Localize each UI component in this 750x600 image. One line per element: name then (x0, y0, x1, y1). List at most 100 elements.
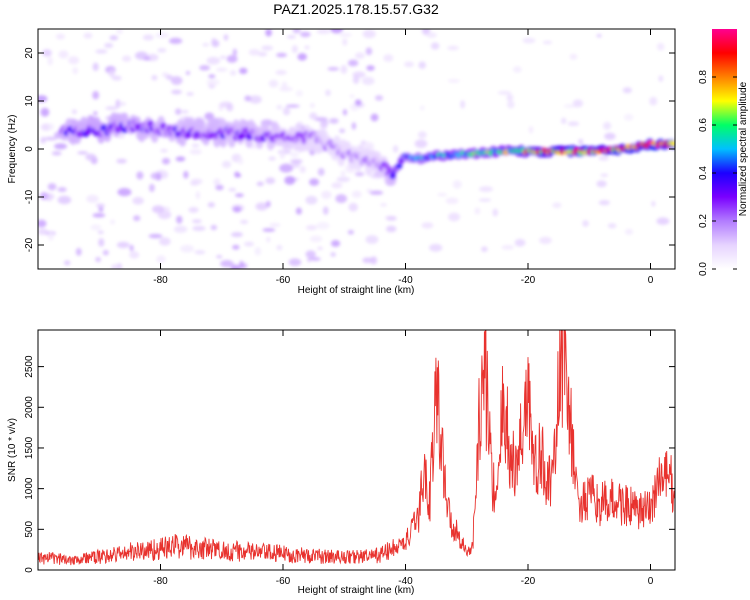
heatmap-cell (600, 173, 609, 177)
heatmap-cell (117, 188, 132, 197)
heatmap-cell (447, 45, 460, 51)
heatmap-cell (47, 56, 53, 66)
heatmap-cell (269, 223, 281, 227)
heatmap-cell (430, 42, 440, 50)
y-tick-label: 1000 (24, 477, 35, 500)
heatmap-cell (339, 33, 352, 37)
heatmap-cell (143, 57, 151, 61)
heatmap-cell (276, 244, 283, 251)
x-tick-label: -80 (153, 576, 168, 587)
heatmap-cell (181, 110, 189, 114)
heatmap-cell (240, 219, 249, 225)
colorbar-bar (712, 29, 737, 269)
heatmap-cell (414, 139, 428, 149)
heatmap-cell (309, 257, 321, 261)
heatmap-cell (173, 225, 188, 233)
heatmap-cell (369, 190, 384, 195)
heatmap-cell (85, 153, 97, 161)
heatmap-cell (284, 175, 296, 185)
heatmap-cell (292, 29, 301, 34)
heatmap-cell (110, 219, 115, 225)
heatmap-cell (596, 180, 607, 188)
colorbar-tick-label: 0.4 (698, 166, 709, 180)
heatmap-cell (317, 246, 324, 250)
snr-ylabel: SNR (10 * v/v) (7, 418, 18, 482)
heatmap-cell (215, 184, 224, 191)
heatmap-cell (352, 75, 360, 84)
heatmap-cell (342, 109, 348, 116)
heatmap-cell (77, 151, 89, 155)
heatmap-cell (582, 220, 589, 227)
heatmap-cell (109, 35, 119, 41)
heatmap-cell (347, 59, 359, 67)
heatmap-cell (656, 217, 670, 225)
heatmap-cell (116, 29, 123, 35)
heatmap-cell (118, 102, 127, 106)
heatmap-cell (349, 94, 355, 98)
heatmap-cell (426, 32, 437, 38)
heatmap-cell (340, 64, 348, 74)
heatmap-cell (258, 52, 268, 57)
heatmap-cell (354, 172, 365, 177)
heatmap-cell (249, 95, 262, 104)
heatmap-cell (116, 158, 127, 164)
heatmap-cell (108, 69, 116, 78)
heatmap-cell (335, 194, 348, 204)
heatmap-cell (497, 91, 512, 95)
heatmap-cell (275, 70, 287, 75)
heatmap-cell (395, 163, 403, 169)
heatmap-cell (239, 67, 248, 75)
heatmap-cell (604, 132, 616, 140)
heatmap-cell (207, 202, 215, 208)
heatmap-cell (51, 151, 62, 156)
heatmap-cell (244, 95, 252, 102)
heatmap-cell (265, 177, 276, 185)
colorbar-tick-label: 0.2 (698, 214, 709, 228)
heatmap-cell (522, 37, 536, 44)
heatmap-cell (266, 236, 271, 243)
heatmap-cell (389, 172, 396, 180)
heatmap-cell (202, 43, 210, 47)
heatmap-cell (330, 29, 343, 34)
x-tick-label: -20 (521, 576, 536, 587)
heatmap-cell (229, 70, 237, 76)
heatmap-cell (47, 183, 57, 191)
heatmap-cell (297, 53, 307, 61)
y-tick-label: -20 (24, 237, 35, 252)
heatmap-cell (58, 50, 69, 59)
heatmap-cell (175, 156, 186, 162)
heatmap-cell (362, 29, 376, 39)
heatmap-cell (569, 53, 578, 60)
heatmap-cell (40, 136, 46, 144)
heatmap-cell (506, 94, 514, 102)
heatmap-cell (421, 222, 434, 229)
heatmap-cell (38, 219, 47, 228)
heatmap-cell (383, 162, 390, 170)
heatmap-cell (279, 163, 294, 173)
heatmap-cell (481, 246, 488, 252)
heatmap-cell (220, 260, 234, 268)
x-tick-label: -40 (398, 275, 413, 286)
heatmap-cell (478, 198, 492, 202)
heatmap-cell (572, 99, 584, 108)
heatmap-cell (226, 55, 238, 63)
heatmap-cell (596, 34, 602, 38)
heatmap-cell (116, 241, 130, 249)
heatmap-cell (361, 76, 375, 86)
heatmap-cell (156, 255, 166, 263)
spectrogram-panel: -80 -60 -40 -20 0 -20 -10 0 10 20 Height of strai… (7, 28, 676, 296)
heatmap-cell (232, 206, 242, 213)
heatmap-cell (561, 117, 567, 125)
heatmap-cell (111, 75, 122, 81)
heatmap-cell (192, 219, 202, 224)
heatmap-cell (98, 238, 105, 247)
heatmap-cell (236, 173, 242, 178)
heatmap-cell (191, 143, 200, 148)
heatmap-cell (152, 205, 165, 214)
heatmap-cell (316, 221, 330, 230)
x-tick-label: -80 (153, 275, 168, 286)
heatmap-cell (75, 247, 82, 256)
heatmap-cell (288, 258, 302, 267)
heatmap-cell (282, 107, 291, 116)
heatmap-cell (48, 123, 55, 130)
